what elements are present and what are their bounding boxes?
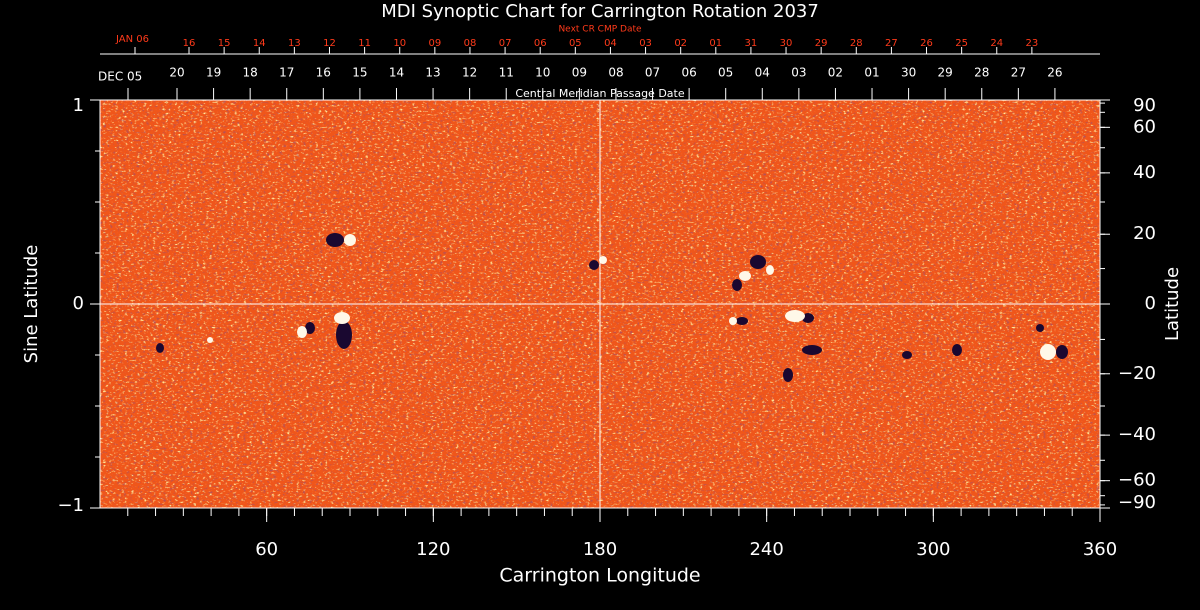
next-cr-date-label: 23 xyxy=(1026,38,1039,49)
next-cr-date-label: 29 xyxy=(815,38,828,49)
cmp-date-label: 28 xyxy=(974,66,989,80)
next-cr-date-label: 31 xyxy=(745,38,758,49)
cmp-date-label: 16 xyxy=(316,66,331,80)
magnetogram xyxy=(99,99,1101,509)
chart-title: MDI Synoptic Chart for Carrington Rotati… xyxy=(381,1,819,22)
x-tick-label: 180 xyxy=(583,539,617,560)
cmp-date-label: 29 xyxy=(938,66,953,80)
cmp-date-label: 26 xyxy=(1047,66,1062,80)
y-axis-label: Sine Latitude xyxy=(21,245,42,364)
next-cr-date-label: 09 xyxy=(428,38,441,49)
cmp-date-label: 02 xyxy=(828,66,843,80)
cmp-date-label: 04 xyxy=(755,66,770,80)
y-tick-label: 0 xyxy=(73,293,84,314)
x-tick-label: 240 xyxy=(749,539,783,560)
next-cr-start-label: JAN 06 xyxy=(115,34,149,45)
next-cr-date-label: 24 xyxy=(990,38,1003,49)
cmp-date-label: 09 xyxy=(572,66,587,80)
y2-tick-label: −90 xyxy=(1118,492,1156,513)
next-cr-date-label: 15 xyxy=(218,38,231,49)
cmp-date-label: 01 xyxy=(864,66,879,80)
cmp-date-label: 03 xyxy=(791,66,806,80)
next-cr-date-label: 12 xyxy=(323,38,336,49)
cmp-date-label: 11 xyxy=(499,66,514,80)
cmp-start-label: DEC 05 xyxy=(98,70,142,84)
y2-tick-label: −20 xyxy=(1118,363,1156,384)
cmp-axis-label: Central Meridian Passage Date xyxy=(515,87,684,100)
cmp-date-label: 17 xyxy=(279,66,294,80)
y-tick-label: 1 xyxy=(73,95,84,116)
cmp-date-label: 30 xyxy=(901,66,916,80)
cmp-date-label: 19 xyxy=(206,66,221,80)
y2-tick-label: 60 xyxy=(1133,116,1156,137)
next-cr-date-label: 04 xyxy=(604,38,617,49)
next-cr-date-label: 27 xyxy=(885,38,898,49)
cmp-date-label: 12 xyxy=(462,66,477,80)
cmp-date-label: 10 xyxy=(535,66,550,80)
next-cr-date-label: 13 xyxy=(288,38,301,49)
next-cr-date-label: 01 xyxy=(709,38,722,49)
y2-tick-label: −40 xyxy=(1118,424,1156,445)
cmp-date-label: 07 xyxy=(645,66,660,80)
y2-tick-label: 20 xyxy=(1133,223,1156,244)
next-cr-date-label: 30 xyxy=(780,38,793,49)
next-cr-date-label: 25 xyxy=(955,38,968,49)
y2-axis-label: Latitude xyxy=(1162,267,1183,341)
cmp-date-label: 13 xyxy=(425,66,440,80)
y2-tick-label: 0 xyxy=(1145,293,1156,314)
next-cr-date-label: 16 xyxy=(183,38,196,49)
next-cr-date-label: 07 xyxy=(499,38,512,49)
next-cr-date-label: 28 xyxy=(850,38,863,49)
next-cr-date-label: 06 xyxy=(534,38,547,49)
x-tick-label: 120 xyxy=(416,539,450,560)
cmp-date-label: 18 xyxy=(243,66,258,80)
cmp-date-label: 15 xyxy=(352,66,367,80)
next-cr-date-label: 10 xyxy=(393,38,406,49)
cmp-date-label: 05 xyxy=(718,66,733,80)
y2-tick-label: 90 xyxy=(1133,95,1156,116)
y2-tick-label: −60 xyxy=(1118,470,1156,491)
next-cr-date-label: 14 xyxy=(253,38,266,49)
next-cr-date-label: 02 xyxy=(674,38,687,49)
y-tick-label: −1 xyxy=(57,495,84,516)
next-cr-date-label: 05 xyxy=(569,38,582,49)
cmp-date-label: 06 xyxy=(681,66,696,80)
next-cr-date-label: 26 xyxy=(920,38,933,49)
next-cr-axis-label: Next CR CMP Date xyxy=(558,25,642,35)
next-cr-date-label: 03 xyxy=(639,38,652,49)
x-axis-label: Carrington Longitude xyxy=(499,565,700,587)
x-tick-label: 360 xyxy=(1083,539,1117,560)
x-tick-label: 300 xyxy=(916,539,950,560)
next-cr-date-label: 08 xyxy=(464,38,477,49)
cmp-date-label: 14 xyxy=(389,66,404,80)
cmp-date-label: 27 xyxy=(1011,66,1026,80)
cmp-date-label: 20 xyxy=(169,66,184,80)
next-cr-date-label: 11 xyxy=(358,38,371,49)
cmp-date-label: 08 xyxy=(608,66,623,80)
x-tick-label: 60 xyxy=(255,539,278,560)
y2-tick-label: 40 xyxy=(1133,162,1156,183)
